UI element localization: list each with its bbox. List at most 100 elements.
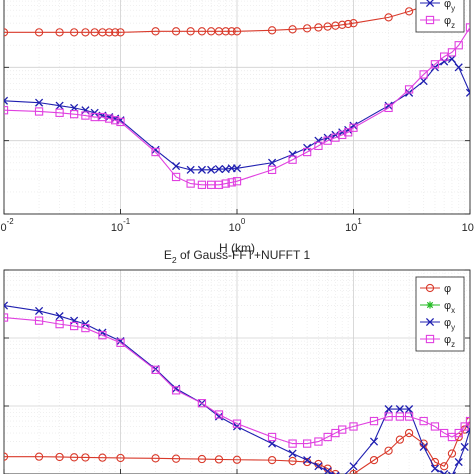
legend: φy φz	[415, 0, 465, 33]
data-point-phi_z	[349, 422, 358, 431]
series-group	[4, 301, 470, 474]
data-point-phi_y	[55, 312, 64, 321]
data-point-phi_z	[404, 412, 414, 421]
legend-marker-phi	[425, 283, 435, 293]
data-point-phi_y	[90, 108, 99, 117]
data-point-phi_y	[186, 165, 195, 174]
data-point-phi_y	[447, 471, 457, 474]
data-point-phi_y	[460, 442, 469, 451]
data-point-phi_y	[288, 150, 297, 159]
data-point-phi_y	[331, 130, 340, 139]
x-tick-label: 100	[229, 217, 246, 234]
data-point-phi	[344, 19, 353, 29]
data-point-phi_z	[384, 103, 393, 113]
data-point-phi_z	[447, 48, 457, 57]
data-point-phi	[384, 13, 393, 22]
data-point-phi	[69, 453, 79, 462]
data-point-phi	[227, 27, 236, 36]
data-point-phi_y	[454, 63, 463, 72]
data-point-phi_y	[430, 63, 439, 72]
data-point-phi	[4, 452, 9, 461]
data-point-phi_y	[4, 96, 9, 105]
x-axis-label: H (km)	[219, 241, 255, 255]
data-point-phi_z	[105, 114, 114, 123]
data-point-phi_z	[419, 416, 428, 426]
plot-top: 10-2 10-1 100 101 102 H (km) φy φz	[0, 0, 474, 255]
axes-box	[3, 269, 471, 474]
data-point-phi	[171, 454, 181, 463]
data-point-phi_y	[81, 106, 90, 115]
data-point-phi_z	[197, 399, 207, 408]
data-point-phi	[81, 453, 90, 462]
data-point-phi_y	[314, 136, 323, 145]
data-point-phi_y	[4, 301, 9, 310]
x-tick-label: 10-1	[111, 217, 131, 234]
data-point-phi	[186, 27, 195, 36]
data-point-phi	[111, 28, 120, 37]
data-point-phi_y	[214, 412, 224, 421]
legend-label-phi_y: φy	[444, 0, 455, 13]
data-point-phi_y	[384, 405, 393, 414]
data-point-phi_z	[314, 141, 323, 150]
data-point-phi_z	[207, 180, 216, 189]
data-point-phi	[34, 452, 44, 461]
data-point-phi_y	[314, 462, 323, 471]
data-point-phi_y	[331, 471, 340, 474]
legend-label-phi: φ	[444, 283, 451, 295]
data-point-phi_z	[460, 422, 469, 431]
data-point-phi_z	[267, 165, 277, 174]
data-point-phi_z	[221, 179, 230, 188]
data-point-phi_y	[207, 165, 216, 174]
data-point-phi	[55, 28, 64, 37]
data-point-phi_y	[349, 462, 358, 471]
data-point-phi_z	[369, 416, 379, 426]
data-point-phi_z	[288, 155, 297, 164]
data-point-phi_z	[197, 180, 207, 189]
data-point-phi_y	[419, 76, 428, 86]
data-point-phi	[105, 28, 114, 37]
legend: φ φx φy φz	[415, 276, 465, 352]
series-group	[4, 0, 470, 189]
data-point-phi	[395, 435, 405, 444]
data-point-phi_y	[232, 164, 242, 173]
data-point-phi	[267, 26, 277, 35]
data-point-phi	[55, 452, 64, 462]
data-point-phi_z	[323, 432, 332, 442]
data-point-phi	[384, 446, 393, 455]
data-point-phi_y	[454, 457, 463, 467]
data-point-phi_y	[447, 54, 457, 64]
data-point-phi	[151, 454, 160, 463]
data-point-phi_y	[98, 328, 107, 337]
data-point-phi	[207, 27, 216, 36]
data-point-phi_z	[90, 112, 99, 122]
legend-marker-phi_z	[425, 334, 435, 344]
data-point-phi_z	[465, 416, 470, 426]
chart-title: E2 of Gauss-FFT+NUFFT 1	[164, 248, 311, 265]
data-point-phi	[197, 454, 207, 464]
data-point-phi	[369, 455, 379, 465]
series-line-phi_z	[4, 27, 470, 186]
data-point-phi_y	[349, 121, 358, 130]
legend-marker-phi_x	[426, 301, 434, 309]
legend-marker-phi_y	[425, 0, 435, 8]
data-point-phi_z	[454, 41, 463, 50]
data-point-phi	[214, 455, 224, 464]
data-point-phi_z	[81, 323, 90, 333]
data-point-phi	[232, 455, 242, 464]
data-point-phi_y	[465, 425, 470, 434]
data-point-phi_y	[70, 316, 79, 325]
data-point-phi_y	[35, 98, 44, 107]
data-point-phi_z	[338, 425, 347, 434]
data-point-phi	[288, 25, 297, 34]
data-point-phi_z	[288, 439, 297, 448]
data-point-phi_y	[268, 158, 277, 167]
data-point-phi_z	[34, 107, 44, 116]
data-point-phi_z	[151, 365, 160, 375]
data-point-phi_z	[55, 319, 64, 329]
plot-bottom: E2 of Gauss-FFT+NUFFT 1 φ φx φy φz	[3, 248, 471, 474]
data-point-phi_y	[151, 145, 160, 154]
data-point-phi_z	[171, 172, 181, 182]
data-point-phi_z	[302, 439, 312, 448]
data-point-phi_z	[232, 419, 242, 428]
data-point-phi_z	[111, 116, 120, 125]
